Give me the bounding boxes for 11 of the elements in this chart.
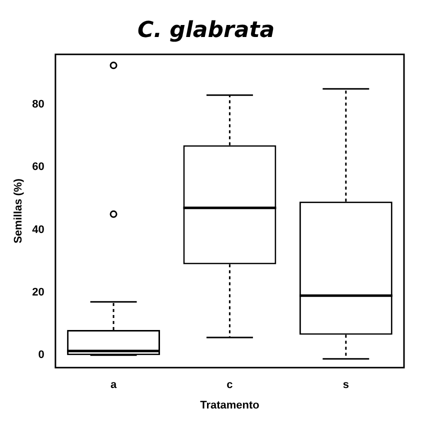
x-tick-label: a <box>110 379 118 392</box>
x-tick-label: s <box>342 379 349 392</box>
y-tick-label: 80 <box>32 98 44 111</box>
chart-title: C. glabrata <box>137 18 275 43</box>
x-tick-label: c <box>226 379 233 392</box>
y-tick-label: 0 <box>38 349 44 362</box>
x-axis-title: Tratamento <box>200 399 260 412</box>
y-tick-label: 20 <box>32 286 44 298</box>
y-tick-label: 40 <box>32 224 44 236</box>
y-tick-label: 60 <box>32 161 44 174</box>
y-axis-title: Semillas (%) <box>12 178 25 244</box>
